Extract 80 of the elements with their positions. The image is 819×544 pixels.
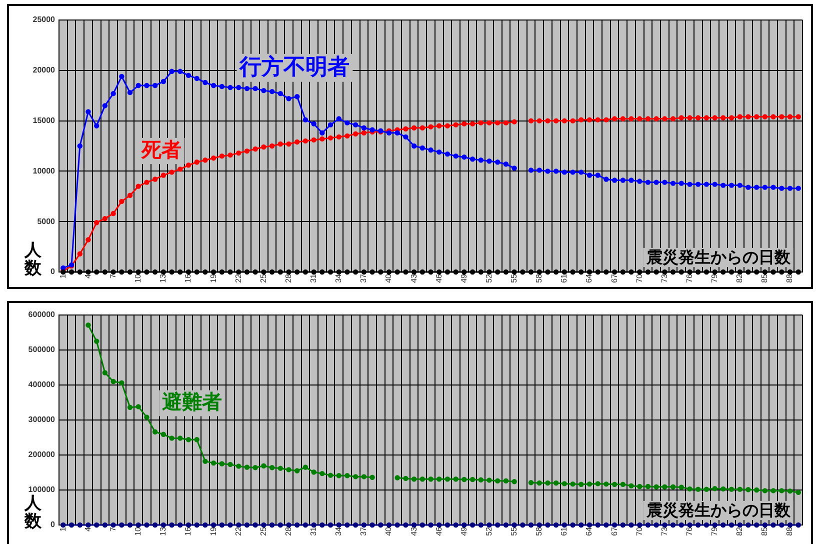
x-axis-title: 震災発生からの日数 xyxy=(646,501,792,520)
x-tick-label: 13 xyxy=(158,273,168,283)
x-tick-label: 46 xyxy=(434,526,444,536)
x-tick-label: 49 xyxy=(459,273,468,283)
x-tick-label: 16 xyxy=(184,273,193,283)
y-tick-label: 15000 xyxy=(32,116,56,126)
x-tick-label: 40 xyxy=(384,526,394,536)
x-tick-label: 28 xyxy=(284,273,293,283)
y-axis-title: 人数 xyxy=(24,240,42,278)
x-tick-label: 70 xyxy=(634,273,644,283)
x-tick-label: 13 xyxy=(158,526,168,536)
x-tick-label: 25 xyxy=(258,273,268,283)
y-tick-label: 25000 xyxy=(32,15,56,24)
x-tick-label: 31 xyxy=(309,526,318,536)
x-tick-label: 64 xyxy=(584,273,594,283)
x-tick-label: 37 xyxy=(359,526,368,536)
x-tick-label: 4 xyxy=(83,526,92,532)
x-tick-label: 19 xyxy=(208,526,218,536)
x-tick-label: 37 xyxy=(359,273,368,283)
x-tick-label: 61 xyxy=(560,273,569,283)
x-tick-label: 46 xyxy=(434,273,444,283)
x-tick-label: 43 xyxy=(409,526,418,536)
x-tick-label: 70 xyxy=(634,526,644,536)
x-tick-label: 4 xyxy=(83,273,92,278)
x-tick-label: 79 xyxy=(710,273,720,283)
x-tick-label: 16 xyxy=(184,526,193,536)
series-label: 行方不明者 xyxy=(238,54,350,79)
x-tick-label: 73 xyxy=(660,273,669,283)
x-tick-label: 79 xyxy=(710,526,720,536)
x-tick-label: 85 xyxy=(760,273,770,283)
x-tick-label: 1 xyxy=(58,526,68,532)
x-tick-label: 85 xyxy=(760,526,770,536)
y-tick-label: 0 xyxy=(50,520,56,530)
x-tick-label: 64 xyxy=(584,526,594,536)
x-tick-label: 25 xyxy=(258,526,268,536)
x-tick-label: 58 xyxy=(534,273,544,283)
y-tick-label: 0 xyxy=(50,267,56,276)
x-tick-label: 22 xyxy=(234,273,243,283)
x-tick-label: 76 xyxy=(684,526,694,536)
y-tick-label: 400000 xyxy=(28,380,56,390)
y-tick-label: 5000 xyxy=(37,216,56,226)
y-axis-title: 人数 xyxy=(24,494,42,531)
x-tick-label: 31 xyxy=(309,273,318,283)
x-tick-label: 52 xyxy=(484,273,494,283)
x-tick-label: 7 xyxy=(108,273,118,278)
x-tick-label: 10 xyxy=(134,526,143,536)
x-tick-label: 52 xyxy=(484,526,494,536)
x-tick-label: 34 xyxy=(334,273,344,283)
y-tick-label: 200000 xyxy=(28,450,56,460)
x-tick-label: 61 xyxy=(560,526,569,536)
x-tick-label: 28 xyxy=(284,526,293,536)
x-tick-label: 55 xyxy=(510,526,519,536)
x-tick-label: 88 xyxy=(785,273,794,283)
x-tick-label: 1 xyxy=(58,273,68,278)
x-tick-label: 40 xyxy=(384,273,394,283)
x-tick-label: 43 xyxy=(409,273,418,283)
x-tick-label: 67 xyxy=(610,526,619,536)
x-tick-label: 7 xyxy=(108,526,118,532)
x-tick-label: 88 xyxy=(785,526,794,536)
x-axis-title: 震災発生からの日数 xyxy=(646,248,792,266)
x-tick-label: 67 xyxy=(610,273,619,283)
series-label: 避難者 xyxy=(162,390,222,414)
y-tick-label: 20000 xyxy=(32,66,56,75)
x-tick-label: 49 xyxy=(459,526,468,536)
x-tick-label: 58 xyxy=(534,526,544,536)
y-tick-label: 10000 xyxy=(32,166,56,176)
x-tick-label: 22 xyxy=(234,526,243,536)
series-label: 死者 xyxy=(140,140,182,162)
x-tick-label: 34 xyxy=(334,526,344,536)
x-tick-label: 10 xyxy=(134,273,143,283)
x-tick-label: 82 xyxy=(735,526,744,536)
y-tick-label: 500000 xyxy=(28,345,56,354)
x-tick-label: 19 xyxy=(208,273,218,283)
x-tick-label: 55 xyxy=(510,273,519,283)
x-tick-label: 73 xyxy=(660,526,669,536)
y-tick-label: 300000 xyxy=(28,415,56,424)
y-tick-label: 100000 xyxy=(28,485,56,494)
y-tick-label: 600000 xyxy=(28,310,56,320)
x-tick-label: 82 xyxy=(735,273,744,283)
x-tick-label: 76 xyxy=(684,273,694,283)
